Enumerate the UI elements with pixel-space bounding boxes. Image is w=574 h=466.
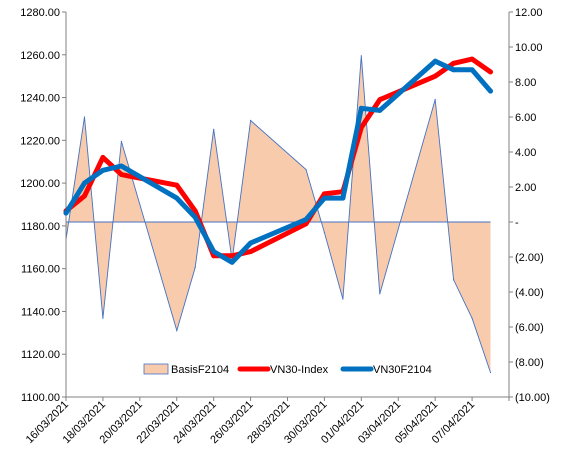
right-tick-label-11: 12.00 [515,7,543,19]
vn30-index-point-7 [229,253,235,259]
right-tick-label-2: (6.00) [515,322,544,334]
vn30-index-point-17 [488,69,493,75]
right-tick-label-6: 2.00 [515,182,536,194]
vn30-index-point-10 [322,191,327,197]
vn30f2104-point-13 [377,108,383,113]
left-tick-label-4: 1180.00 [21,221,60,233]
right-tick-label-9: 8.00 [515,77,536,89]
left-tick-label-3: 1160.00 [21,264,60,276]
basis-point-5 [194,266,196,269]
legend-label-vn30-index: VN30-Index [270,364,329,376]
basis-point-1 [83,116,86,118]
basis-point-11 [342,298,344,300]
vn30f2104-point-4 [174,195,180,201]
left-tick-label-0: 1100.00 [21,392,60,404]
vn30f2104-point-10 [322,195,327,201]
right-tick-label-10: 10.00 [515,42,543,54]
vn30f2104-point-5 [192,214,198,220]
vn30f2104-point-16 [469,67,475,73]
vn30f2104-point-15 [451,67,456,73]
vn30f2104-point-17 [488,88,493,94]
vn30f2104-point-12 [358,105,364,111]
vn30f2104-point-0 [63,210,69,216]
lines-layer [63,56,493,265]
vn30f2104-point-1 [82,180,87,186]
basis-point-9 [305,168,307,171]
left-tick-label-1: 1120.00 [21,349,60,361]
vn30f2104-point-7 [229,259,235,265]
vn30-index-point-4 [174,182,180,188]
right-tick-label-5: - [515,217,519,229]
vn30f2104-point-3 [119,163,124,169]
basis-area-fill [66,55,491,373]
vn30-index-point-13 [377,97,383,103]
basis-point-16 [471,317,473,319]
basis-point-13 [379,293,381,295]
basis-point-10 [323,231,325,234]
right-tick-label-7: 4.00 [515,147,536,159]
basis-point-6 [213,128,215,130]
basis-point-15 [453,279,455,281]
vn30-index-point-1 [82,193,87,199]
vn30f2104-point-11 [340,195,346,201]
vn30-index-point-8 [248,249,254,255]
left-tick-label-8: 1260.00 [20,50,60,62]
basis-point-17 [489,371,492,374]
left-tick-label-5: 1200.00 [20,178,60,190]
vn30-index-point-2 [100,155,106,160]
basis-point-14 [434,98,436,101]
vn30f2104-line [63,58,493,265]
right-tick-label-1: (8.00) [515,357,544,369]
vn30f2104-point-2 [100,167,106,173]
vn30-index-point-3 [119,172,124,178]
vn30-index-point-15 [451,60,456,66]
left-tick-label-7: 1240.00 [20,93,60,105]
vn30f2104-point-9 [303,217,309,222]
basis-point-8 [250,119,252,122]
vn30f2104-point-8 [248,240,254,246]
right-tick-label-8: 6.00 [515,112,536,124]
basis-point-12 [360,55,362,57]
left-tick-label-2: 1140.00 [21,306,60,318]
left-tick-label-6: 1220.00 [20,135,60,147]
vn30-index-point-14 [432,73,438,79]
legend: BasisF2104 VN30-Index VN30F2104 [143,363,432,376]
right-tick-label-3: (4.00) [515,287,544,299]
legend-label-vn30f2104: VN30F2104 [373,364,432,376]
legend-swatch-basisf2104 [143,363,169,375]
vn30-index-line [63,56,493,259]
legend-label-basisf2104: BasisF2104 [171,364,229,376]
vn30-index-point-5 [192,208,198,214]
basis-point-3 [120,140,122,143]
vn30f2104-point-14 [432,58,438,64]
right-tick-label-0: (10.00) [515,392,550,404]
right-tick-label-4: (2.00) [515,252,544,264]
basis-point-4 [176,329,178,332]
vn30-index-point-16 [469,56,475,62]
left-tick-label-9: 1280.00 [20,7,60,19]
vn30f2104-point-6 [211,249,217,255]
basis-point-2 [102,317,104,319]
